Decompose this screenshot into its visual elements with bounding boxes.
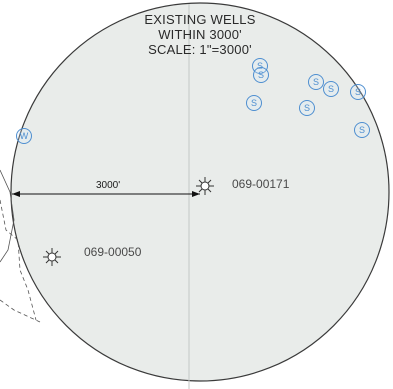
well-status-symbol: S	[308, 74, 324, 90]
radius-circle	[10, 2, 390, 382]
dimension-arrow-right	[192, 191, 200, 197]
map-title-line-1: EXISTING WELLS	[144, 12, 256, 27]
map-title-line-2: WITHIN 3000'	[158, 27, 242, 42]
well-status-symbol: S	[253, 67, 269, 83]
well-status-symbol: S	[350, 84, 366, 100]
well-status-symbol: S	[354, 122, 370, 138]
lease-boundary-line	[0, 169, 15, 263]
map-scale-label: SCALE: 1"=3000'	[148, 42, 252, 57]
water-well-symbol: W	[16, 128, 32, 144]
well-status-symbol: S	[299, 100, 315, 116]
well-status-symbol: S	[246, 95, 262, 111]
well-symbol-069-00171	[196, 177, 214, 195]
lease-boundary-dashed-2	[0, 299, 41, 323]
radius-dimension-label: 3000'	[96, 180, 121, 191]
well-symbol-069-00050	[43, 248, 61, 266]
well-label-069-00050: 069-00050	[84, 245, 142, 259]
well-status-symbol: S	[323, 81, 339, 97]
well-label-069-00171: 069-00171	[232, 177, 290, 191]
dimension-arrow-left	[12, 191, 20, 197]
